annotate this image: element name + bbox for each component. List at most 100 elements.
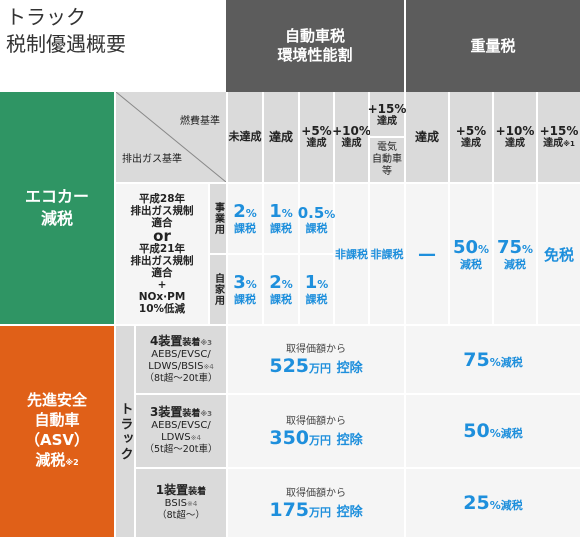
asv-label: 先進安全 自動車 （ASV） 減税※2: [0, 326, 114, 537]
col-unachieved-label: 未達成: [228, 130, 262, 143]
fuel-standard-label: 燃費基準: [180, 116, 220, 127]
cond-line4: or: [153, 227, 171, 245]
wt-col-plus10-pct: +10%: [495, 124, 535, 138]
car-tax-header: 自動車税 環境性能割: [226, 0, 404, 92]
asv-row-4-weight: （8t超〜20t車）: [144, 372, 218, 384]
rate-num: 2: [233, 201, 246, 222]
deduction-unit: 万円: [309, 505, 332, 519]
wt-eco-achieved: —: [406, 184, 448, 324]
deduction-amount: 175万円 控除: [269, 500, 362, 520]
asv-row-3-sys1: AEBS/EVSC/: [151, 420, 211, 431]
col-achieved: 達成: [264, 92, 298, 182]
col-ev-line3: 等: [382, 166, 392, 177]
rate-pct: %: [317, 278, 329, 291]
col-ev-line1: 電気: [377, 142, 397, 153]
wt-col-plus15-label: 達成※1: [543, 138, 575, 150]
col-plus5: +5% 達成: [300, 92, 333, 182]
exhaust-standard-label: 排出ガス基準: [122, 154, 182, 165]
rate-num: 3: [233, 272, 246, 293]
wt-col-plus10: +10% 達成: [494, 92, 536, 182]
devices-num: 4: [149, 333, 159, 348]
wt-num: 75: [463, 348, 490, 371]
cond-line1: 平成28年: [138, 193, 186, 205]
asv-label-note: ※2: [65, 458, 79, 467]
col-plus15-pct: +15%: [367, 102, 407, 116]
asv-row-4-sys1: AEBS/EVSC/: [151, 348, 211, 360]
exempt-plus15-text: 非課税: [370, 248, 404, 261]
wt-eco-plus10-text: 減税: [504, 257, 526, 271]
rate-num: 1: [269, 201, 282, 222]
wt-pct: %: [489, 355, 501, 369]
rate-text: 課税: [234, 222, 256, 235]
cond-line5: 平成21年: [138, 243, 186, 255]
asv-row-1-conditions: 1装置装着 BSIS※4 （8t超〜）: [136, 469, 226, 537]
col-plus10: +10% 達成: [332, 92, 371, 182]
cond-line9: NOx·PM: [138, 291, 186, 303]
wt-col-plus10-label: 達成: [505, 138, 525, 149]
wt-eco-plus10: 75% 減税: [494, 184, 536, 324]
wt-col-plus5: +5% 達成: [450, 92, 492, 182]
deduction-num: 175: [269, 498, 310, 521]
business-rate-plus5: 0.5% 課税: [298, 184, 336, 253]
asv-row-4-devices: 4装置装着※3: [150, 335, 212, 349]
business-rate-unachieved: 2% 課税: [228, 184, 262, 253]
private-use-text: 自家用: [212, 273, 224, 306]
wt-eco-plus15-text: 免税: [543, 245, 574, 264]
wt-num: 25: [463, 492, 490, 514]
devices-text: 装置: [164, 483, 189, 497]
asv-row-3-sys2: LDWS※4: [161, 432, 201, 444]
asv-label-line1: 先進安全: [26, 391, 87, 409]
rate-pct: %: [245, 278, 257, 291]
wt-col-plus5-label: 達成: [461, 138, 481, 149]
asv-label-line3: （ASV）: [24, 431, 90, 449]
wt-eco-dash: —: [418, 243, 436, 265]
deduction-text: 控除: [336, 504, 363, 520]
wt-col-plus15-note: ※1: [563, 140, 575, 148]
wt-col-plus15-label-text: 達成: [543, 138, 564, 149]
sys-note: ※4: [203, 362, 214, 371]
title-line1: トラック: [6, 5, 86, 29]
sys2-text: LDWS/BSIS: [148, 360, 204, 372]
rate-pct: %: [245, 207, 257, 220]
cond-line2: 排出ガス規制: [130, 205, 194, 217]
devices-suffix: 装着: [188, 487, 207, 497]
asv-row-1-weight-tax: 25%減税: [406, 469, 580, 537]
col-plus15-label: 達成: [377, 116, 397, 127]
devices-suffix: 装着: [182, 337, 201, 348]
deduction-amount: 350万円 控除: [269, 428, 362, 448]
asv-row-3-weight-tax: 50%減税: [406, 395, 580, 467]
corner-diagonal-line: [116, 92, 226, 182]
rate-num: 1: [304, 272, 318, 293]
col-achieved-label: 達成: [268, 130, 293, 144]
col-unachieved: 未達成: [228, 92, 262, 182]
asv-row-3-deduction: 取得価額から 350万円 控除: [228, 395, 404, 467]
private-rate-plus5: 1% 課税: [300, 255, 333, 324]
rate-text: 課税: [234, 293, 256, 306]
exempt-plus10-text: 非課税: [335, 248, 368, 261]
rate-text: 課税: [270, 222, 292, 235]
wt-eco-plus5-num: 50: [452, 236, 479, 258]
corner-cell: 燃費基準 排出ガス基準: [116, 92, 226, 182]
asv-row-1-devices: 1装置装着: [156, 484, 206, 498]
wt-num: 50: [463, 420, 490, 442]
page-title: トラック 税制優遇概要: [6, 4, 126, 58]
col-ev: 電気 自動車 等: [370, 138, 404, 182]
sys2-text: LDWS: [161, 432, 191, 443]
business-use-text: 事業用: [212, 202, 224, 235]
wt-eco-plus5-pct: %: [478, 242, 490, 256]
rate-pct: %: [324, 207, 336, 221]
exempt-plus10: 非課税: [335, 184, 368, 324]
asv-row-3-cond-inner: 3装置装着※3 AEBS/EVSC/ LDWS※4 （5t超〜20t車）: [136, 395, 226, 467]
asv-row-4-deduction: 取得価額から 525万円 控除: [228, 326, 404, 393]
deduction-amount: 525万円 控除: [269, 356, 362, 376]
private-rate-achieved: 2% 課税: [264, 255, 298, 324]
wt-col-plus15-pct: +15%: [539, 124, 579, 138]
asv-row-4-sys2: LDWS/BSIS※4: [148, 361, 214, 373]
deduction-num: 350: [269, 426, 310, 449]
weight-tax-header: 重量税: [406, 0, 580, 92]
cond-line3: 適合: [151, 217, 173, 229]
col-plus10-pct: +10%: [332, 124, 371, 138]
devices-num: 1: [155, 483, 165, 497]
wt-text: 減税: [500, 355, 523, 369]
col-plus15-divider: [370, 136, 404, 138]
